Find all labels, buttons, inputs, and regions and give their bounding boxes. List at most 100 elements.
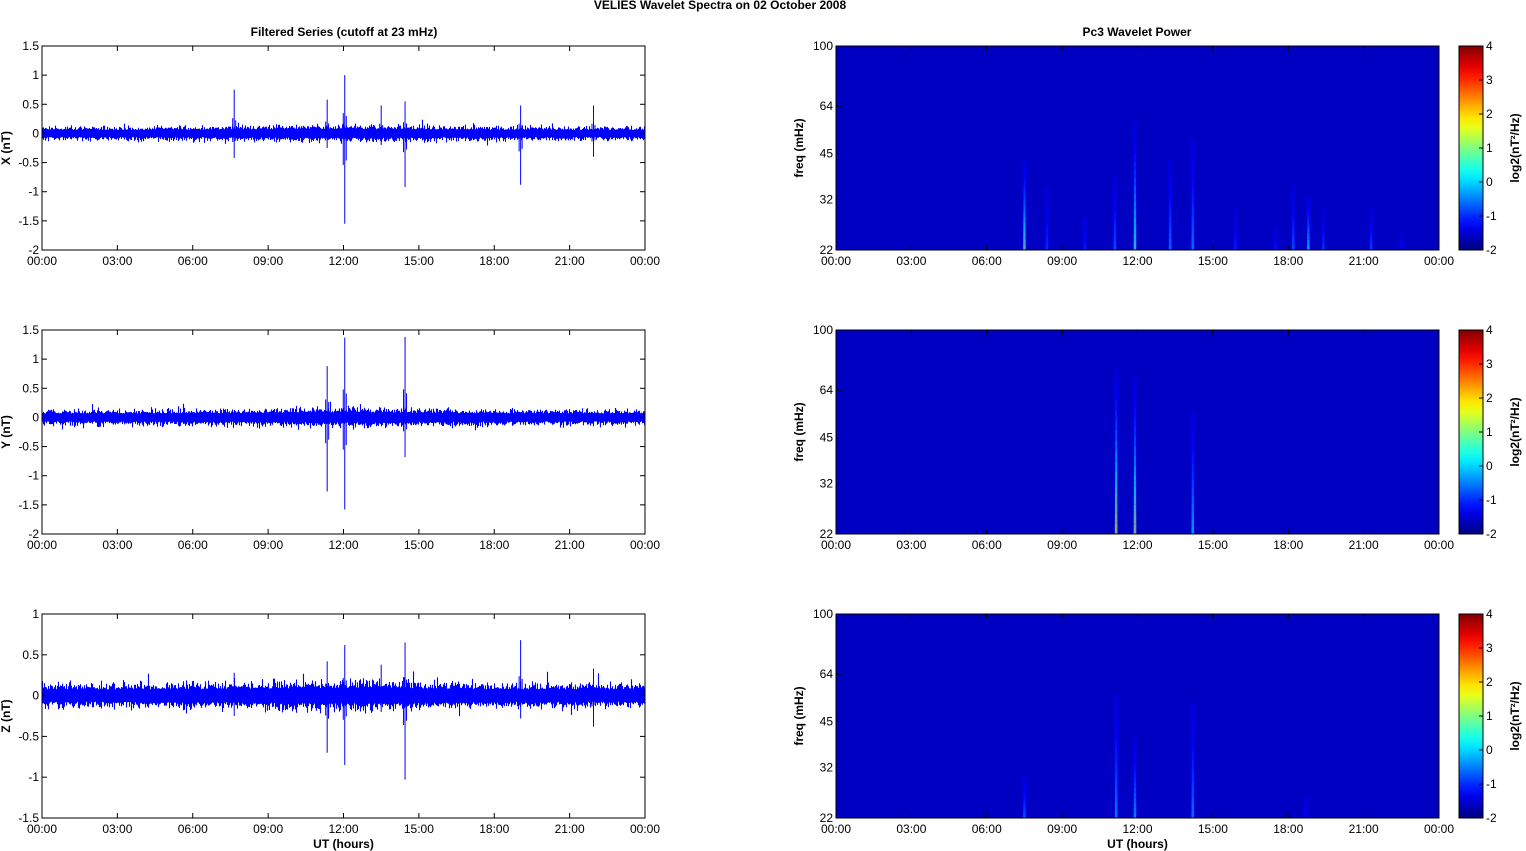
- series-panel-x: 1.510.50-0.5-1-1.5-200:00 03:00 06:00 09:00…: [0, 39, 660, 268]
- series-ylabel: X (nT): [0, 131, 13, 165]
- wavelet-burst: [1045, 234, 1049, 239]
- colorbar-tick-label: 2: [1486, 391, 1493, 405]
- wavelet-burst: [1133, 475, 1137, 486]
- wavelet-burst: [1133, 217, 1137, 226]
- wavelet-burst: [1113, 231, 1117, 237]
- series-xtick-label: 06:00: [178, 538, 208, 552]
- wavelet-burst-halo: [1303, 795, 1309, 818]
- colorbar-tick-label: 0: [1486, 743, 1493, 757]
- wavelet-burst: [1274, 241, 1277, 243]
- wavelet-xtick-label: 06:00: [972, 822, 1002, 836]
- wavelet-burst: [1274, 240, 1277, 242]
- wavelet-burst: [1191, 464, 1194, 473]
- wavelet-xtick-label: 00:00: [1424, 254, 1454, 268]
- wavelet-burst: [1292, 204, 1295, 209]
- wavelet-burst: [1134, 747, 1136, 753]
- wavelet-ytick-label: 22: [820, 527, 834, 541]
- wavelet-xtick-label: 21:00: [1349, 822, 1379, 836]
- wavelet-burst: [1134, 446, 1136, 457]
- wavelet-burst: [1305, 801, 1307, 803]
- wavelet-burst: [1304, 809, 1307, 811]
- wavelet-burst-halo: [1368, 208, 1374, 250]
- wavelet-burst: [1023, 794, 1026, 798]
- wavelet-burst: [1192, 160, 1194, 168]
- wavelet-burst: [1046, 191, 1048, 196]
- colorbar-tick-label: 3: [1486, 357, 1493, 371]
- wavelet-burst: [1115, 709, 1117, 718]
- wavelet-burst: [1023, 812, 1026, 816]
- wavelet-burst: [1191, 449, 1194, 457]
- wavelet-burst: [1191, 810, 1195, 818]
- wavelet-burst: [1400, 239, 1403, 241]
- wavelet-burst: [1133, 792, 1137, 798]
- series-xtick-label: 00:00: [630, 254, 660, 268]
- series-ytick-label: -1: [28, 770, 39, 784]
- wavelet-xtick-label: 18:00: [1273, 538, 1303, 552]
- series-xtick-label: 21:00: [555, 254, 585, 268]
- wavelet-burst: [1023, 204, 1026, 211]
- wavelet-burst: [1045, 242, 1049, 247]
- wavelet-burst: [1400, 247, 1403, 249]
- wavelet-burst: [1169, 216, 1172, 222]
- series-ytick-label: 0.5: [22, 381, 39, 395]
- wavelet-burst: [1115, 702, 1117, 710]
- wavelet-burst: [1133, 524, 1137, 534]
- wavelet-burst: [1134, 378, 1136, 388]
- colorbar-tick-label: 3: [1486, 73, 1493, 87]
- wavelet-burst: [1322, 242, 1325, 245]
- wavelet-xtick-label: 00:00: [1424, 822, 1454, 836]
- series-xtick-label: 18:00: [479, 254, 509, 268]
- series-ytick-label: -0.5: [18, 440, 39, 454]
- wavelet-burst: [1191, 789, 1194, 797]
- wavelet-burst: [1115, 740, 1118, 749]
- series-xtick-label: 06:00: [178, 254, 208, 268]
- wavelet-burst: [1292, 187, 1294, 192]
- series-xtick-label: 00:00: [630, 538, 660, 552]
- wavelet-burst: [1322, 239, 1325, 243]
- wavelet-burst-halo: [1398, 232, 1404, 250]
- series-ytick-label: 1: [32, 68, 39, 82]
- wavelet-burst: [1292, 212, 1295, 217]
- wavelet-burst: [1307, 212, 1310, 216]
- wavelet-burst: [1023, 182, 1026, 188]
- wavelet-burst: [1113, 226, 1116, 232]
- wavelet-burst: [1307, 222, 1310, 227]
- wavelet-burst: [1370, 231, 1373, 235]
- wavelet-burst: [1114, 194, 1116, 200]
- wavelet-burst: [1292, 229, 1295, 234]
- wavelet-burst: [1023, 159, 1026, 166]
- wavelet-burst: [1191, 194, 1194, 202]
- left-column-title: Filtered Series (cutoff at 23 mHz): [251, 25, 438, 39]
- wavelet-burst: [1307, 226, 1310, 230]
- wavelet-burst: [1370, 218, 1372, 222]
- wavelet-burst: [1134, 129, 1136, 138]
- wavelet-burst: [1134, 145, 1136, 154]
- wavelet-burst: [1023, 784, 1026, 787]
- wavelet-burst: [1292, 208, 1295, 213]
- wavelet-xtick-label: 09:00: [1047, 822, 1077, 836]
- wavelet-burst: [1192, 153, 1194, 161]
- wavelet-burst: [1114, 513, 1118, 524]
- wavelet-burst: [1115, 399, 1117, 411]
- wavelet-burst: [1115, 763, 1118, 772]
- wavelet-burst: [1083, 231, 1086, 234]
- wavelet-burst: [1114, 203, 1116, 209]
- wavelet-burst: [1114, 185, 1116, 191]
- series-xtick-label: 00:00: [27, 254, 57, 268]
- series-ytick-label: 0: [32, 689, 39, 703]
- wavelet-xtick-label: 12:00: [1122, 538, 1152, 552]
- wavelet-burst: [1191, 187, 1194, 195]
- wavelet-burst: [1307, 239, 1310, 244]
- series-ytick-label: -1.5: [18, 214, 39, 228]
- wavelet-burst: [1400, 236, 1403, 238]
- wavelet-burst: [1234, 223, 1237, 227]
- wavelet-burst: [1191, 752, 1194, 761]
- colorbar-tick-label: 4: [1486, 323, 1493, 337]
- wavelet-burst: [1400, 242, 1403, 244]
- wavelet-xtick-label: 12:00: [1122, 822, 1152, 836]
- wavelet-burst: [1114, 503, 1118, 514]
- wavelet-ytick-label: 64: [820, 99, 834, 113]
- series-ylabel: Z (nT): [0, 699, 13, 732]
